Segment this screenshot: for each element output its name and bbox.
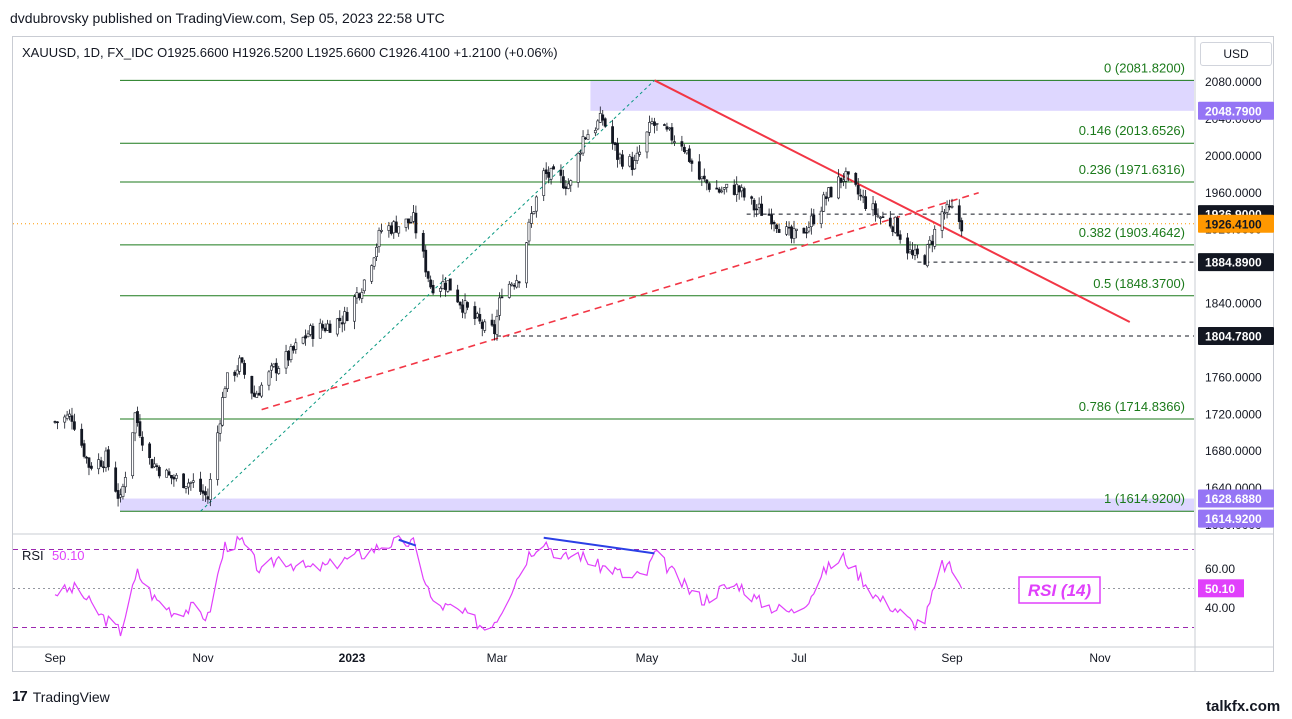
chart-frame bbox=[12, 36, 1274, 672]
symbol-ohlc-legend: XAUUSD, 1D, FX_IDC O1925.6600 H1926.5200… bbox=[22, 45, 558, 60]
currency-button[interactable]: USD bbox=[1200, 42, 1272, 66]
talkfx-watermark: talkfx.com bbox=[1206, 698, 1281, 715]
tradingview-logo-text: TradingView bbox=[32, 688, 110, 705]
publisher-line: dvdubrovsky published on TradingView.com… bbox=[10, 10, 445, 26]
tradingview-logo[interactable]: 17 TradingView bbox=[12, 688, 110, 705]
tradingview-logo-icon: 17 bbox=[12, 688, 28, 705]
